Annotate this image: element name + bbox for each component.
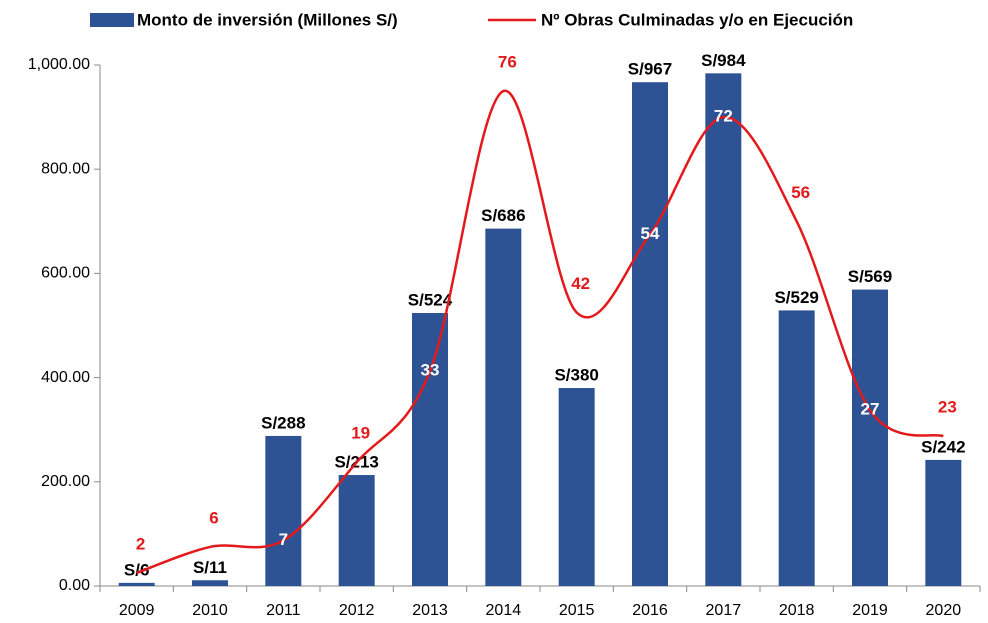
- line-label: 23: [938, 398, 957, 417]
- x-tick-label: 2014: [486, 602, 522, 619]
- bar-label: S/11: [193, 558, 227, 577]
- bar: [118, 582, 155, 586]
- x-tick-label: 2017: [706, 602, 742, 619]
- x-tick-label: 2016: [632, 602, 668, 619]
- line-label: 27: [861, 400, 880, 419]
- y-tick-label: 400.00: [41, 369, 90, 386]
- bar: [265, 435, 302, 586]
- line-label: 2: [136, 534, 145, 553]
- line-label: 76: [498, 53, 517, 72]
- legend-label: Nº Obras Culminadas y/o en Ejecución: [541, 10, 853, 29]
- bar-label: S/380: [554, 366, 598, 385]
- y-tick-label: 0.00: [59, 577, 90, 594]
- y-tick-label: 1,000.00: [28, 56, 90, 73]
- bar: [192, 580, 228, 586]
- bar: [632, 82, 668, 587]
- bar: [412, 312, 448, 586]
- bar: [852, 289, 888, 586]
- bar: [778, 310, 815, 586]
- y-tick-label: 600.00: [41, 265, 90, 282]
- bar-label: S/967: [628, 60, 672, 79]
- x-tick-label: 2015: [559, 602, 595, 619]
- bar-label: S/686: [481, 206, 525, 225]
- x-tick-label: 2010: [192, 602, 228, 619]
- legend-label: Monto de inversión (Millones S/): [137, 10, 398, 29]
- x-tick-label: 2020: [926, 602, 962, 619]
- x-tick-label: 2019: [852, 602, 888, 619]
- line-label: 33: [421, 361, 440, 380]
- line-label: 7: [279, 530, 288, 549]
- bar-label: S/984: [701, 51, 746, 70]
- bar-label: S/6: [124, 560, 150, 579]
- line-label: 56: [791, 183, 810, 202]
- line: [136, 89, 944, 575]
- bar: [925, 459, 962, 586]
- line-label: 19: [351, 424, 370, 443]
- legend-swatch: [90, 13, 134, 27]
- x-tick-label: 2013: [412, 602, 448, 619]
- line-label: 54: [641, 224, 660, 243]
- bar: [338, 475, 375, 586]
- bar-label: S/242: [921, 437, 965, 456]
- x-tick-label: 2011: [266, 602, 301, 619]
- bar-label: S/529: [774, 288, 818, 307]
- line-label: 72: [714, 107, 733, 126]
- x-tick-label: 2018: [779, 602, 815, 619]
- bar-label: S/524: [408, 290, 453, 309]
- y-tick-label: 200.00: [41, 473, 90, 490]
- bar: [485, 228, 522, 586]
- bar: [705, 73, 742, 586]
- x-tick-label: 2009: [119, 602, 155, 619]
- x-tick-label: 2012: [339, 602, 375, 619]
- bar-label: S/569: [848, 267, 892, 286]
- line-label: 6: [209, 508, 218, 527]
- y-tick-label: 800.00: [41, 160, 90, 177]
- bar: [558, 388, 595, 586]
- line-label: 42: [571, 274, 590, 293]
- bar-label: S/288: [261, 413, 305, 432]
